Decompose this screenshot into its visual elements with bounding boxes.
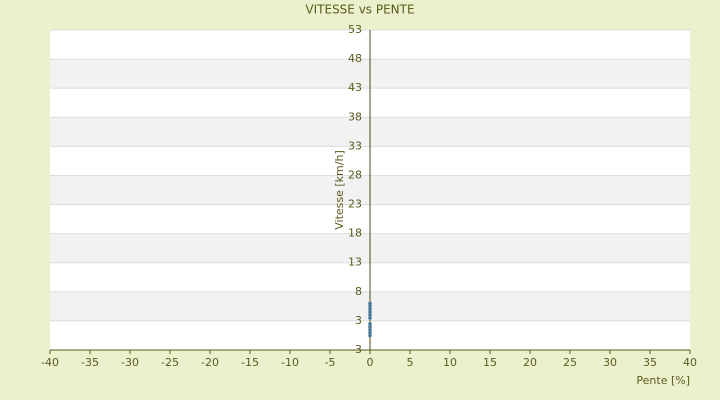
y-tick-label: 13 <box>348 256 362 269</box>
y-tick-label: 43 <box>348 81 362 94</box>
x-tick-label: 20 <box>523 356 537 369</box>
x-tick-label: 5 <box>407 356 414 369</box>
x-tick-label: -25 <box>161 356 179 369</box>
x-tick-label: 0 <box>367 356 374 369</box>
x-tick-label: -40 <box>41 356 59 369</box>
x-tick-label: -10 <box>281 356 299 369</box>
y-tick-label: 3 <box>355 314 362 327</box>
point <box>368 313 372 317</box>
x-tick-label: -35 <box>81 356 99 369</box>
point <box>368 310 372 314</box>
y-tick-label: 8 <box>355 285 362 298</box>
point <box>368 316 372 320</box>
x-tick-label: -5 <box>325 356 336 369</box>
point <box>368 327 372 332</box>
y-tick-label: 18 <box>348 227 362 240</box>
y-tick-label: 53 <box>348 23 362 36</box>
x-tick-label: -30 <box>121 356 139 369</box>
y-tick-label: 48 <box>348 52 362 65</box>
x-tick-label: 25 <box>563 356 577 369</box>
x-tick-label: 40 <box>683 356 697 369</box>
point <box>368 307 372 312</box>
point <box>368 304 372 309</box>
x-tick-label: 30 <box>603 356 617 369</box>
point <box>368 324 372 329</box>
point <box>368 301 372 306</box>
point <box>368 330 372 335</box>
x-tick-label: 15 <box>483 356 497 369</box>
y-tick-label: 28 <box>348 168 362 181</box>
x-tick-label: -20 <box>201 356 219 369</box>
chart-title: VITESSE vs PENTE <box>305 3 414 17</box>
point <box>368 333 372 338</box>
x-tick-label: -15 <box>241 356 259 369</box>
y-tick-label: 33 <box>348 139 362 152</box>
y-tick-label: 23 <box>348 198 362 211</box>
x-axis-label: Pente [%] <box>636 374 690 387</box>
x-tick-label: 10 <box>443 356 457 369</box>
point <box>368 322 372 326</box>
x-tick-label: 35 <box>643 356 657 369</box>
y-tick-label: 38 <box>348 110 362 123</box>
y-axis-label: Vitesse [km/h] <box>333 150 346 230</box>
